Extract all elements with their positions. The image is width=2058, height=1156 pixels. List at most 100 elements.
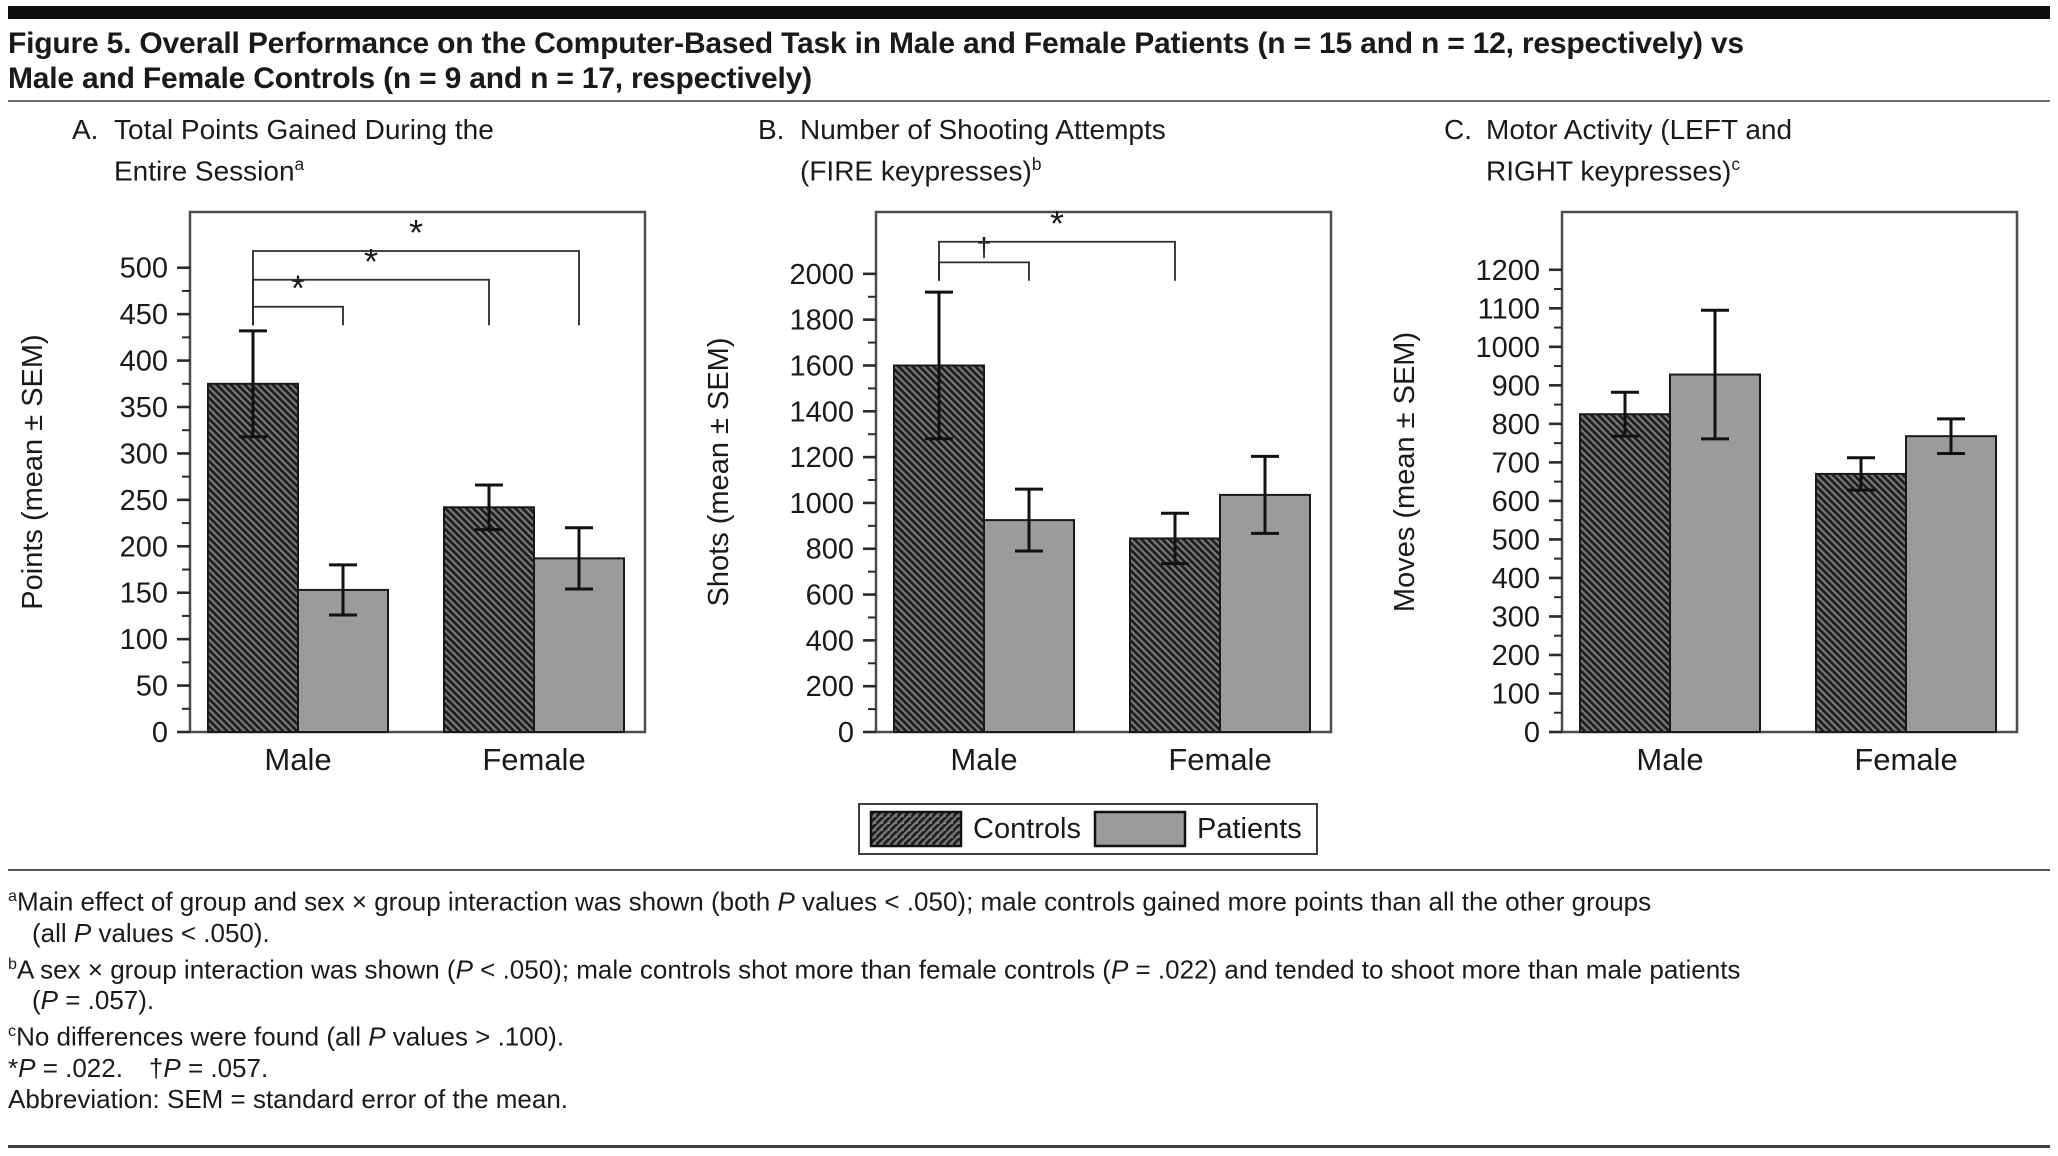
panel-c: C. Motor Activity (LEFT and RIGHT keypres… (1372, 112, 2058, 801)
y-tick-label: 500 (120, 253, 168, 285)
y-tick-label: 2000 (789, 259, 854, 291)
panel-a-footnote-mark: a (294, 154, 305, 174)
y-tick-label: 900 (1492, 370, 1540, 402)
controls-hatch-swatch (869, 810, 963, 848)
bar-female-controls (1129, 537, 1221, 734)
y-tick-label: 1100 (1478, 293, 1540, 325)
charts-row: A. Total Points Gained During the Entire … (0, 112, 2058, 801)
figure-title: Figure 5. Overall Performance on the Com… (8, 26, 2050, 96)
bar-chart-moves: 0 100 200 300 400 500 600 700 800 900 1000 1100 1200… (1389, 210, 2019, 777)
x-category-label: Female (1168, 742, 1271, 777)
plot-frame (874, 210, 1333, 734)
y-tick-label: 200 (1492, 640, 1540, 672)
y-tick-label: 700 (1492, 447, 1540, 479)
sig-label: * (409, 212, 423, 253)
y-tick-label: 600 (806, 580, 854, 612)
panel-a-letter: A. (72, 114, 99, 145)
plot-frame (188, 210, 647, 734)
y-tick-label: 400 (806, 625, 854, 657)
y-tick-label: 0 (152, 717, 168, 749)
footnote-abbreviation: Abbreviation: SEM = standard error of th… (8, 1083, 569, 1114)
y-tick-label: 50 (136, 671, 168, 703)
y-tick-label: 300 (120, 438, 168, 470)
sig-bracket (938, 240, 1176, 281)
y-axis: 0 50 100 150 200 250 300 350 400 450 500 (120, 253, 190, 749)
y-tick-label: 400 (120, 346, 168, 378)
bar-male-patients (983, 519, 1075, 733)
y-tick-label: 200 (806, 671, 854, 703)
legend-item-controls: Controls (869, 810, 1081, 848)
y-tick-label: 100 (1492, 678, 1540, 710)
y-tick-label: 500 (1492, 524, 1540, 556)
y-tick-label: 150 (120, 578, 168, 610)
legend-label-patients: Patients (1197, 812, 1302, 845)
footnote-b: bA sex × group interaction was shown (P … (8, 954, 1741, 1016)
y-tick-label: 800 (806, 534, 854, 566)
panel-a: A. Total Points Gained During the Entire … (0, 112, 686, 801)
footnote-c: cNo differences were found (all P values… (8, 1021, 565, 1052)
footnote-a: aMain effect of group and sex × group in… (8, 886, 1652, 948)
y-tick-label: 1200 (789, 442, 854, 474)
panel-b-heading: B. Number of Shooting Attempts (FIRE keyp… (686, 112, 1372, 196)
sig-bracket (252, 250, 580, 326)
bottom-rule (8, 1144, 2050, 1148)
plot-frame (1560, 210, 2019, 734)
panel-b: B. Number of Shooting Attempts (FIRE keyp… (686, 112, 1372, 801)
y-axis: 0 100 200 300 400 500 600 700 800 900 1000 1100 1200 (1475, 255, 1562, 749)
sig-label: * (291, 268, 305, 309)
sig-bracket (252, 278, 490, 326)
sig-label: * (364, 241, 378, 282)
y-tick-label: 1800 (789, 305, 854, 337)
panel-a-heading: A. Total Points Gained During the Entire … (0, 112, 686, 196)
y-axis-title: Points (mean ± SEM) (17, 334, 49, 609)
x-category-label: Female (1854, 742, 1957, 777)
y-tick-label: 800 (1492, 409, 1540, 441)
footnotes: aMain effect of group and sex × group in… (8, 881, 2050, 1115)
top-rule-bar (8, 6, 2050, 19)
y-tick-label: 1000 (789, 488, 854, 520)
panel-b-title: Number of Shooting Attempts (FIRE keypres… (800, 114, 1166, 187)
error-bars (239, 329, 593, 617)
y-tick-label: 300 (1492, 601, 1540, 633)
title-divider (8, 100, 2050, 102)
figure-title-line2: Male and Female Controls (n = 9 and n = … (8, 62, 812, 95)
y-tick-label: 0 (838, 717, 854, 749)
bar-female-controls (443, 506, 535, 733)
y-tick-label: 250 (120, 485, 168, 517)
error-bars (1611, 308, 1965, 492)
panel-c-letter: C. (1444, 114, 1472, 145)
patients-solid-swatch (1093, 810, 1187, 848)
y-tick-label: 1400 (789, 396, 854, 428)
sig-label: * (1050, 203, 1064, 244)
y-axis-title: Shots (mean ± SEM) (703, 338, 735, 607)
legend-label-controls: Controls (973, 812, 1081, 845)
y-axis: 0 200 400 600 800 1000 1200 1400 1600 1800 2000 (789, 259, 876, 749)
panel-b-footnote-mark: b (1031, 154, 1042, 174)
sig-bracket (252, 305, 344, 326)
bar-chart-points: 0 50 100 150 200 250 300 350 400 450 500 Points (me… (17, 210, 647, 777)
legend-item-patients: Patients (1093, 810, 1302, 848)
bar-female-patients (1905, 435, 1997, 734)
sig-label: † (976, 232, 991, 262)
panel-c-footnote-mark: c (1731, 154, 1741, 174)
legend: Controls Patients (858, 803, 1318, 855)
y-tick-label: 200 (120, 531, 168, 563)
bars (893, 364, 1311, 734)
y-tick-label: 600 (1492, 486, 1540, 518)
footnote-symbols: *P = .022. †P = .057. (8, 1052, 269, 1083)
x-category-label: Male (264, 742, 331, 777)
y-axis-title: Moves (mean ± SEM) (1389, 332, 1421, 612)
x-category-label: Male (1636, 742, 1703, 777)
y-tick-label: 1600 (789, 350, 854, 382)
sig-bracket (938, 261, 1030, 281)
bars (1579, 373, 1997, 734)
x-category-label: Male (950, 742, 1017, 777)
bar-chart-shots: 0 200 400 600 800 1000 1200 1400 1600 1800 2000 Sho… (703, 203, 1333, 777)
y-tick-label: 450 (120, 299, 168, 331)
y-tick-label: 350 (120, 392, 168, 424)
bar-male-controls (1579, 413, 1671, 733)
y-tick-label: 100 (120, 624, 168, 656)
y-tick-label: 400 (1492, 563, 1540, 595)
y-tick-label: 1000 (1475, 332, 1540, 364)
bars (207, 382, 625, 734)
